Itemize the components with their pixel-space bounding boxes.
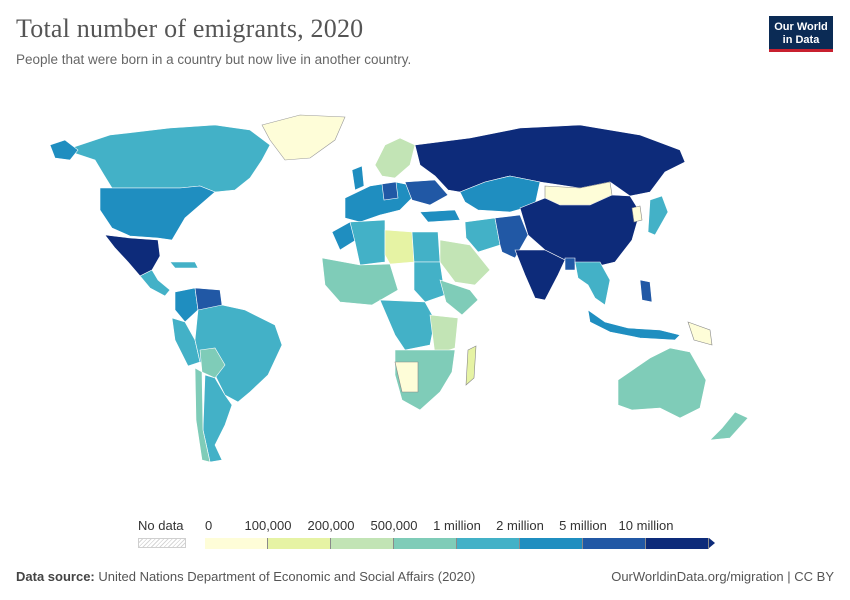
legend-swatch bbox=[457, 538, 520, 549]
country-libya[interactable] bbox=[384, 229, 415, 265]
data-source: Data source: United Nations Department o… bbox=[16, 569, 475, 584]
legend-tick-label: 100,000 bbox=[244, 518, 292, 533]
country-west-africa[interactable] bbox=[321, 257, 399, 306]
country-russia[interactable] bbox=[414, 124, 686, 197]
country-sudan[interactable] bbox=[413, 261, 446, 303]
legend-swatch bbox=[268, 538, 331, 549]
chart-subtitle: People that were born in a country but n… bbox=[16, 52, 412, 67]
legend-color-bar bbox=[205, 538, 709, 549]
legend-swatch bbox=[205, 538, 268, 549]
legend-swatch bbox=[520, 538, 583, 549]
country-korea[interactable] bbox=[631, 205, 643, 223]
country-pakistan[interactable] bbox=[494, 214, 529, 259]
country-united-states[interactable] bbox=[99, 185, 216, 241]
country-germany[interactable] bbox=[381, 181, 399, 201]
country-algeria[interactable] bbox=[349, 219, 386, 266]
owid-logo[interactable]: Our World in Data bbox=[769, 16, 833, 52]
country-australia[interactable] bbox=[617, 347, 707, 419]
country-new-zealand[interactable] bbox=[709, 411, 749, 441]
country-bolivia[interactable] bbox=[199, 347, 226, 379]
legend-swatch bbox=[646, 538, 709, 549]
country-central-america[interactable] bbox=[139, 269, 171, 297]
legend-no-data-label: No data bbox=[138, 518, 184, 533]
country-india[interactable] bbox=[514, 249, 566, 301]
country-canada[interactable] bbox=[64, 124, 271, 193]
legend-swatch bbox=[394, 538, 457, 549]
legend-tick-label: 5 million bbox=[559, 518, 607, 533]
logo-line-2: in Data bbox=[782, 34, 820, 46]
country-bangladesh[interactable] bbox=[564, 257, 576, 271]
logo-line-1: Our World bbox=[774, 21, 828, 33]
legend-tick-label: 200,000 bbox=[307, 518, 355, 533]
country-scandinavia[interactable] bbox=[374, 137, 416, 179]
chart-title: Total number of emigrants, 2020 bbox=[16, 14, 364, 43]
country-colombia[interactable] bbox=[174, 287, 199, 323]
legend-swatch bbox=[331, 538, 394, 549]
country-egypt[interactable] bbox=[411, 231, 441, 263]
country-papua-new-guinea[interactable] bbox=[687, 321, 713, 346]
country-philippines[interactable] bbox=[639, 279, 653, 303]
country-iran[interactable] bbox=[464, 217, 501, 253]
legend-tick-label: 1 million bbox=[433, 518, 481, 533]
country-eastern-europe[interactable] bbox=[404, 179, 449, 206]
country-uk[interactable] bbox=[351, 165, 365, 191]
country-japan[interactable] bbox=[647, 195, 669, 236]
country-horn-of-africa[interactable] bbox=[439, 279, 479, 316]
data-source-label: Data source: bbox=[16, 569, 95, 584]
country-central-africa[interactable] bbox=[379, 299, 436, 351]
footer-license-link[interactable]: OurWorldinData.org/migration | CC BY bbox=[611, 569, 834, 584]
country-greenland[interactable] bbox=[261, 114, 346, 161]
country-southeast-asia[interactable] bbox=[574, 261, 611, 306]
legend-tick-label: 500,000 bbox=[370, 518, 418, 533]
country-brazil[interactable] bbox=[194, 304, 283, 403]
country-cuba[interactable] bbox=[169, 261, 199, 269]
legend-tick-label: 10 million bbox=[618, 518, 674, 533]
country-madagascar[interactable] bbox=[465, 345, 477, 386]
legend-tick-label: 0 bbox=[205, 518, 213, 533]
legend-swatch bbox=[583, 538, 646, 549]
world-map bbox=[49, 114, 749, 463]
country-east-africa[interactable] bbox=[429, 314, 459, 356]
country-turkey[interactable] bbox=[419, 209, 461, 223]
legend-open-end-arrow bbox=[709, 538, 715, 548]
country-chile[interactable] bbox=[194, 367, 211, 463]
country-indonesia[interactable] bbox=[587, 309, 681, 341]
legend-tick-label: 2 million bbox=[496, 518, 544, 533]
country-namibia-botswana[interactable] bbox=[394, 361, 419, 393]
legend-no-data-swatch bbox=[138, 538, 186, 548]
data-source-text: United Nations Department of Economic an… bbox=[98, 569, 476, 584]
country-alaska-usa[interactable] bbox=[49, 139, 79, 161]
